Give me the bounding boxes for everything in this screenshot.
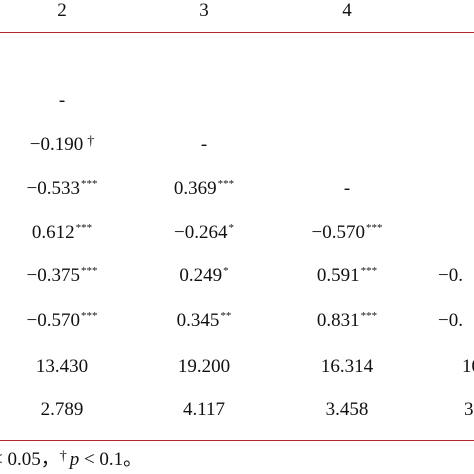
table-cell: 16.314 xyxy=(320,356,374,377)
table-cell: - xyxy=(343,178,351,199)
table-top-rule xyxy=(0,32,474,33)
table-cell: 19.200 xyxy=(177,356,231,377)
column-header-3: 3 xyxy=(199,0,209,21)
table-cell: 3.458 xyxy=(325,399,369,420)
table-cell: −0.375*** xyxy=(26,265,98,286)
table-cell: −0.570*** xyxy=(311,222,383,243)
table-cell-partial: −0. xyxy=(438,265,463,286)
table-cell: 0.831*** xyxy=(316,310,378,331)
table-cell-partial: −0. xyxy=(438,310,463,331)
table-cell: 0.612*** xyxy=(31,222,93,243)
table-cell: 4.117 xyxy=(182,399,226,420)
table-cell: −0.570*** xyxy=(26,310,98,331)
table-cell: 0.369*** xyxy=(173,178,235,199)
table-cell-partial: 10 xyxy=(462,356,474,377)
table-cell: - xyxy=(58,90,66,111)
table-cell: −0.190 † xyxy=(29,134,95,155)
table-cell: 13.430 xyxy=(35,356,89,377)
table-cell: 2.789 xyxy=(40,399,84,420)
table-cell: - xyxy=(200,134,208,155)
table-cell-partial: 3 xyxy=(464,399,474,420)
table-footnote: < 0.05，†p < 0.1。 xyxy=(0,449,143,470)
table-cell: 0.249* xyxy=(179,265,229,286)
table-cell: 0.591*** xyxy=(316,265,378,286)
table-cell: −0.264* xyxy=(174,222,234,243)
column-header-4: 4 xyxy=(342,0,352,21)
table-cell: 0.345** xyxy=(176,310,232,331)
table-cell: −0.533*** xyxy=(26,178,98,199)
column-header-2: 2 xyxy=(57,0,67,21)
table-bottom-rule xyxy=(0,440,474,441)
